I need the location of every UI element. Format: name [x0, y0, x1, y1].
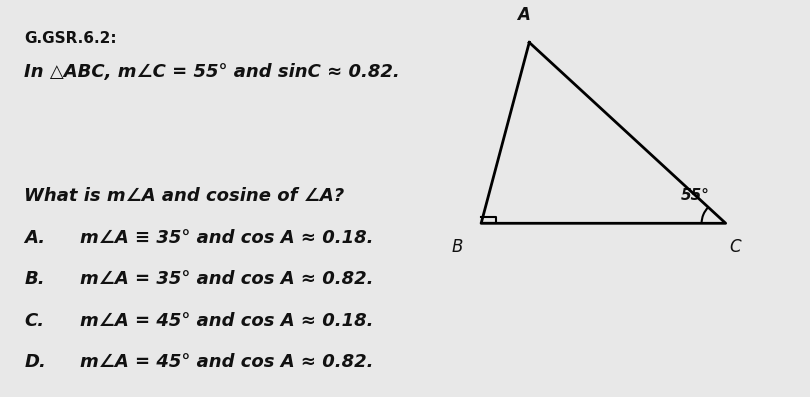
Text: m∠A ≡ 35° and cos A ≈ 0.18.: m∠A ≡ 35° and cos A ≈ 0.18.: [80, 229, 374, 247]
Text: B: B: [451, 238, 463, 256]
Text: In △ABC, m∠C = 55° and sinC ≈ 0.82.: In △ABC, m∠C = 55° and sinC ≈ 0.82.: [24, 63, 400, 81]
Text: m∠A = 45° and cos A ≈ 0.82.: m∠A = 45° and cos A ≈ 0.82.: [80, 353, 374, 371]
Text: D.: D.: [24, 353, 46, 371]
Text: G.GSR.6.2:: G.GSR.6.2:: [24, 31, 117, 46]
Text: C: C: [730, 238, 741, 256]
Text: m∠A = 35° and cos A ≈ 0.82.: m∠A = 35° and cos A ≈ 0.82.: [80, 270, 374, 288]
Text: 55°: 55°: [680, 187, 710, 202]
Text: A: A: [518, 6, 530, 23]
Text: What is m∠A and cosine of ∠A?: What is m∠A and cosine of ∠A?: [24, 187, 344, 206]
Text: A.: A.: [24, 229, 45, 247]
Text: B.: B.: [24, 270, 45, 288]
Text: m∠A = 45° and cos A ≈ 0.18.: m∠A = 45° and cos A ≈ 0.18.: [80, 312, 374, 330]
Text: C.: C.: [24, 312, 45, 330]
